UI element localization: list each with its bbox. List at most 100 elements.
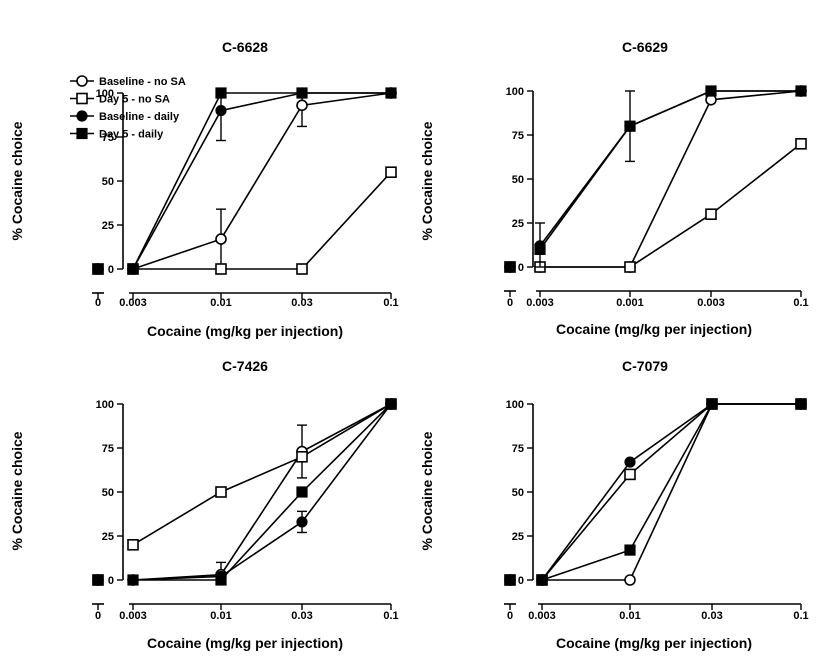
filled-square-marker — [536, 574, 548, 586]
y-tick-label: 75 — [102, 443, 114, 455]
y-tick-label: 100 — [506, 399, 524, 411]
y-axis-label: % Cocaine choice — [9, 121, 25, 240]
series-line — [132, 403, 392, 581]
y-tick-label: 100 — [96, 399, 114, 411]
series-line — [541, 403, 801, 581]
y-tick-label: 0 — [108, 575, 114, 587]
series-line — [132, 403, 392, 581]
y-tick-label: 75 — [512, 130, 524, 142]
open-square-marker — [795, 138, 807, 150]
series-line — [133, 403, 392, 581]
y-tick-label: 50 — [512, 174, 524, 186]
series-open-circle — [92, 398, 397, 586]
open-circle-marker — [296, 99, 308, 112]
filled-square-marker — [706, 398, 718, 410]
x-tick-label: 0.03 — [701, 610, 722, 622]
x-tick-label: 0.003 — [119, 610, 147, 622]
open-square-marker — [76, 92, 88, 105]
filled-square-marker — [624, 120, 636, 132]
series-open-square — [92, 398, 397, 586]
series-line — [132, 403, 392, 546]
series-line — [539, 90, 801, 247]
filled-square-marker — [92, 574, 104, 586]
series-filled-square — [504, 398, 807, 586]
filled-square-marker — [215, 574, 227, 586]
x-axis-label: Cocaine (mg/kg per injection) — [556, 321, 752, 337]
x-tick-label: 0.01 — [210, 297, 231, 309]
x-tick-label-zero: 0 — [507, 297, 513, 309]
chart-panel-3: C-7426 0 25 50 75 100 % Cocaine choice 0 0.003 0.… — [9, 358, 399, 651]
series-filled-square — [92, 87, 397, 275]
open-circle-marker — [76, 75, 88, 87]
y-tick-label: 0 — [108, 264, 114, 276]
filled-circle-marker — [624, 456, 636, 468]
y-tick-label: 25 — [102, 220, 114, 232]
x-axis-label: Cocaine (mg/kg per injection) — [147, 635, 343, 651]
x-tick-label: 0.03 — [291, 297, 312, 309]
x-tick-label: 0.1 — [383, 610, 398, 622]
open-square-marker — [296, 263, 308, 275]
chart-title: C-6628 — [222, 39, 268, 55]
x-tick-label: 0.003 — [119, 297, 147, 309]
y-axis-label: % Cocaine choice — [419, 431, 435, 550]
open-circle-marker — [624, 574, 636, 586]
chart-panel-4: C-7079 0 25 50 75 100 % Cocaine choice 0 0.003 0.… — [419, 358, 809, 651]
y-tick-label: 50 — [102, 176, 114, 188]
series-line — [132, 92, 391, 270]
series-filled-square — [92, 398, 397, 586]
x-tick-label: 0.1 — [383, 297, 398, 309]
y-axis-label: % Cocaine choice — [9, 431, 25, 550]
x-tick-label: 0.01 — [210, 610, 231, 622]
series-line — [539, 90, 801, 250]
filled-square-marker — [534, 243, 546, 255]
filled-square-marker — [795, 398, 807, 410]
open-square-marker — [624, 468, 636, 481]
series-line — [133, 171, 392, 270]
series-open-circle — [504, 85, 807, 273]
x-tick-label: 0.1 — [793, 297, 808, 309]
open-square-marker — [127, 538, 139, 551]
filled-square-marker — [504, 574, 516, 586]
y-tick-label: 100 — [96, 88, 114, 100]
legend-entry: Day 5 - daily — [99, 129, 164, 141]
x-tick-label: 0.003 — [528, 610, 556, 622]
open-square-marker — [215, 263, 227, 275]
x-axis-label: Cocaine (mg/kg per injection) — [556, 635, 752, 651]
chart-title: C-6629 — [622, 39, 668, 55]
y-tick-label: 0 — [518, 575, 524, 587]
chart-panel-1: C-6628 0 25 50 75 100 % Cocaine choice 0 0.003 0.… — [9, 39, 399, 339]
filled-square-marker — [215, 87, 227, 99]
filled-square-marker — [795, 85, 807, 97]
y-tick-label: 50 — [512, 487, 524, 499]
filled-circle-marker — [296, 516, 308, 528]
series-open-square — [504, 138, 807, 273]
series-filled-square — [504, 85, 807, 273]
filled-square-marker — [127, 574, 139, 586]
open-square-marker — [296, 450, 308, 463]
filled-circle-marker — [215, 104, 227, 117]
filled-square-marker — [385, 398, 397, 410]
x-tick-label: 0.03 — [291, 610, 312, 622]
y-axis-label: % Cocaine choice — [419, 121, 435, 240]
chart-title: C-7079 — [622, 358, 668, 374]
x-tick-label-zero: 0 — [95, 297, 101, 309]
filled-square-marker — [127, 263, 139, 275]
series-line — [542, 403, 801, 581]
x-tick-label: 0.001 — [616, 297, 644, 309]
open-square-marker — [624, 261, 636, 273]
y-tick-label: 0 — [518, 262, 524, 274]
series-filled-circle — [92, 398, 397, 586]
series-filled-circle — [504, 85, 807, 273]
x-tick-label: 0.003 — [697, 297, 725, 309]
legend: Baseline - no SA Day 5 - no SA Baseline - … — [70, 75, 186, 141]
filled-square-marker — [92, 263, 104, 275]
series-open-square — [504, 398, 807, 586]
filled-square-marker — [705, 85, 717, 97]
x-tick-label: 0.01 — [619, 610, 640, 622]
filled-square-marker — [76, 127, 88, 140]
series-line — [540, 143, 802, 268]
y-tick-label: 50 — [102, 487, 114, 499]
filled-square-marker — [385, 87, 397, 99]
y-tick-label: 75 — [512, 443, 524, 455]
series-filled-circle — [504, 398, 807, 586]
